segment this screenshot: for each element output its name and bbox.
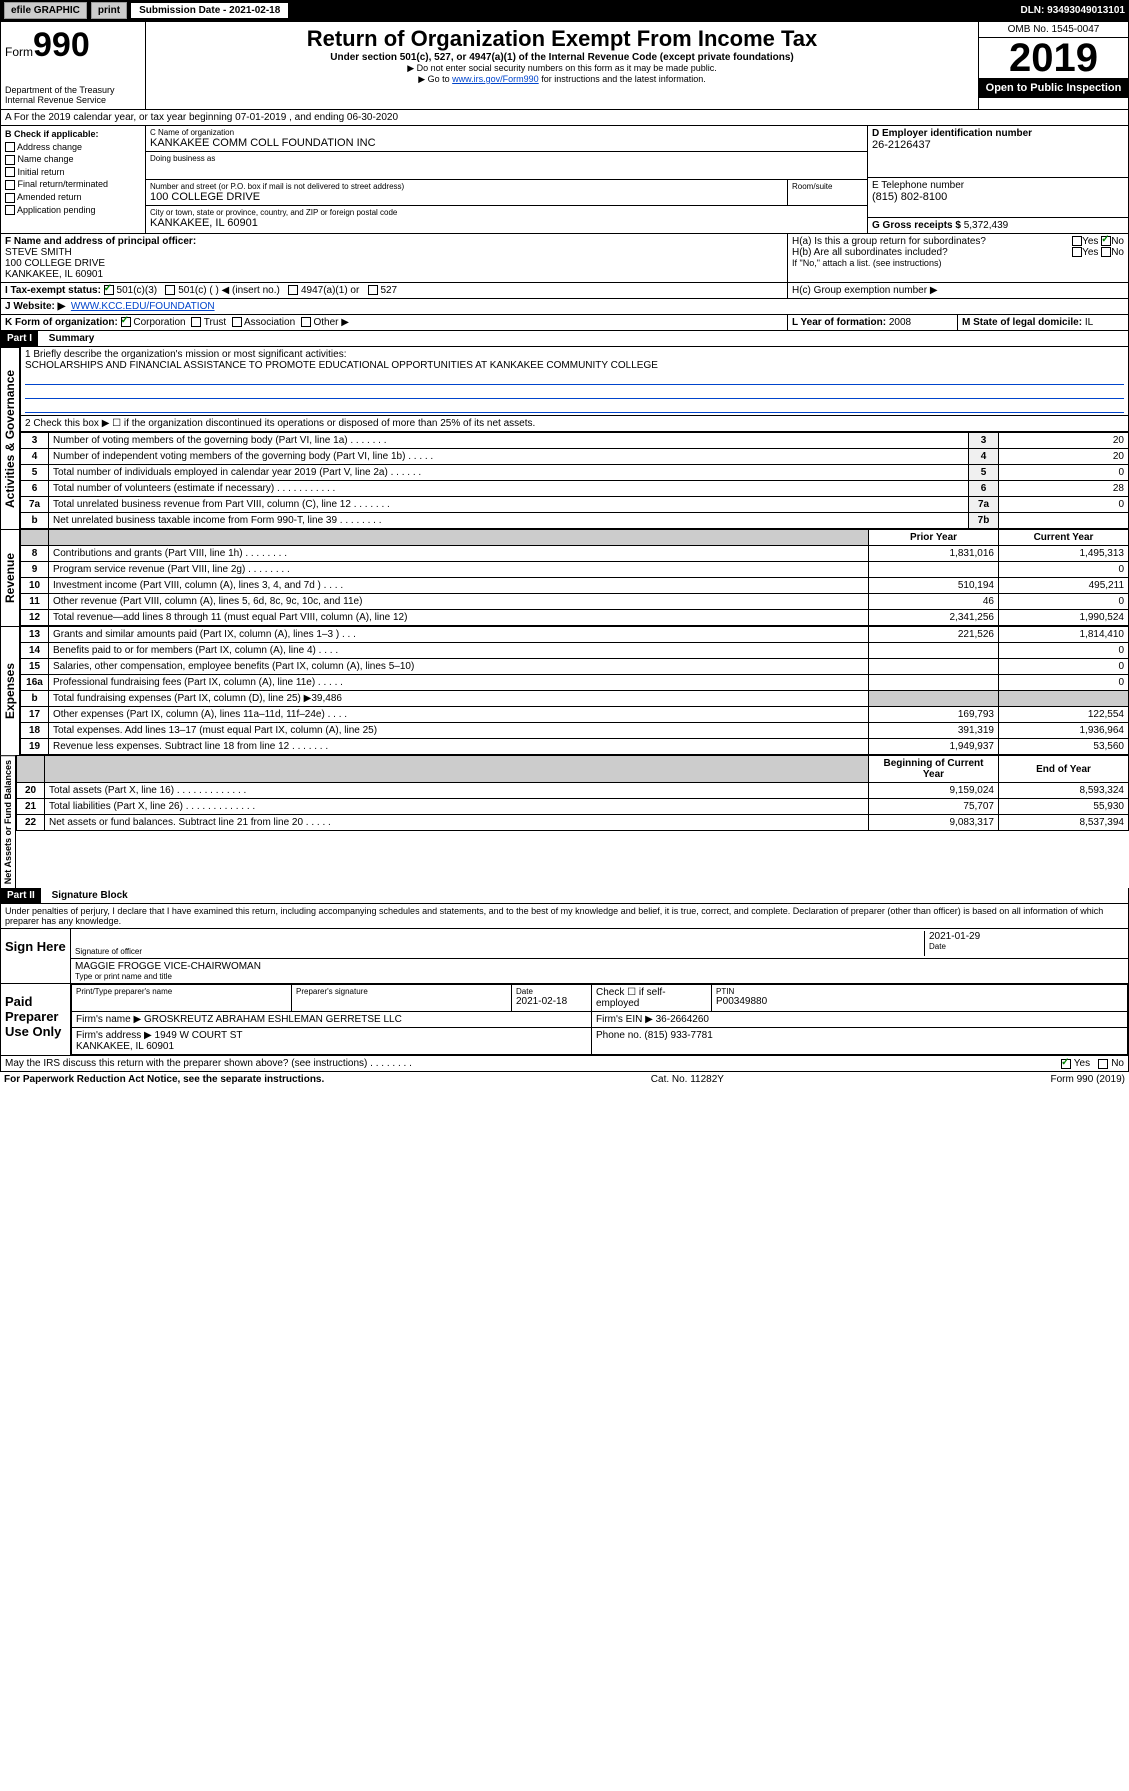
part2-title: Signature Block: [44, 890, 128, 901]
ein-value: 26-2126437: [872, 139, 1124, 151]
city-state-zip: KANKAKEE, IL 60901: [150, 217, 863, 229]
sig-officer-label: Signature of officer: [75, 947, 924, 956]
ein-label: D Employer identification number: [872, 128, 1124, 139]
part1-title: Summary: [41, 333, 95, 344]
ptin-value: P00349880: [716, 996, 1123, 1007]
note-1: ▶ Do not enter social security numbers o…: [150, 63, 974, 74]
line2: 2 Check this box ▶ ☐ if the organization…: [20, 416, 1129, 432]
officer-printed-name: MAGGIE FROGGE VICE-CHAIRWOMAN: [75, 961, 1124, 972]
entity-block: B Check if applicable: Address change Na…: [0, 126, 1129, 234]
efile-btn[interactable]: efile GRAPHIC: [4, 2, 87, 19]
open-inspection: Open to Public Inspection: [979, 78, 1128, 98]
expenses-sidebar: Expenses: [0, 626, 20, 755]
gross-value: 5,372,439: [964, 220, 1009, 231]
checkbox-final-return-terminated[interactable]: Final return/terminated: [5, 178, 141, 191]
officer-name: STEVE SMITH: [5, 247, 783, 258]
tax-exempt-row: I Tax-exempt status: 501(c)(3) 501(c) ( …: [1, 283, 788, 298]
revenue-table: Prior YearCurrent Year8Contributions and…: [20, 529, 1129, 626]
name-title-label: Type or print name and title: [75, 972, 1124, 981]
prep-date: 2021-02-18: [516, 996, 587, 1007]
h-b: H(b) Are all subordinates included? Yes …: [792, 247, 1124, 258]
note-2: ▶ Go to www.irs.gov/Form990 for instruct…: [150, 74, 974, 85]
year-formation: L Year of formation: 2008: [788, 315, 958, 330]
period-row: A For the 2019 calendar year, or tax yea…: [0, 110, 1129, 126]
city-label: City or town, state or province, country…: [150, 208, 863, 217]
line1-value: SCHOLARSHIPS AND FINANCIAL ASSISTANCE TO…: [25, 360, 1124, 371]
phone-label: E Telephone number: [872, 180, 1124, 191]
sign-here-label: Sign Here: [1, 929, 71, 983]
line1-label: 1 Briefly describe the organization's mi…: [25, 349, 1124, 360]
form-subtitle: Under section 501(c), 527, or 4947(a)(1)…: [150, 52, 974, 63]
dba-label: Doing business as: [150, 154, 863, 163]
checkbox-initial-return[interactable]: Initial return: [5, 166, 141, 179]
topbar: efile GRAPHIC print Submission Date - 20…: [0, 0, 1129, 21]
netassets-table: Beginning of Current YearEnd of Year20To…: [16, 755, 1129, 831]
officer-label: F Name and address of principal officer:: [5, 236, 783, 247]
checkbox-address-change[interactable]: Address change: [5, 141, 141, 154]
firm-name: GROSKREUTZ ABRAHAM ESHLEMAN GERRETSE LLC: [144, 1014, 402, 1025]
h-c: H(c) Group exemption number ▶: [788, 283, 1128, 298]
self-employed-check: Check ☐ if self-employed: [592, 985, 712, 1012]
box-b: B Check if applicable: Address change Na…: [1, 126, 146, 233]
part1-header: Part I: [1, 331, 38, 346]
form-title: Return of Organization Exempt From Incom…: [150, 26, 974, 52]
prep-sig-label: Preparer's signature: [296, 987, 507, 996]
sig-date-label: Date: [929, 942, 1124, 951]
discuss-row: May the IRS discuss this return with the…: [0, 1056, 1129, 1072]
dept-label: Department of the Treasury Internal Reve…: [5, 85, 141, 105]
website-row: J Website: ▶ WWW.KCC.EDU/FOUNDATION: [1, 299, 1128, 314]
addr-label: Number and street (or P.O. box if mail i…: [150, 182, 783, 191]
firm-phone: (815) 933-7781: [644, 1030, 712, 1041]
paid-preparer-label: Paid Preparer Use Only: [1, 984, 71, 1055]
street-address: 100 COLLEGE DRIVE: [150, 191, 783, 203]
print-btn[interactable]: print: [91, 2, 127, 19]
perjury-text: Under penalties of perjury, I declare th…: [0, 904, 1129, 929]
governance-table: 3Number of voting members of the governi…: [20, 432, 1129, 529]
form-number: Form990: [5, 26, 141, 65]
h-a: H(a) Is this a group return for subordin…: [792, 236, 1124, 247]
h-b-note: If "No," attach a list. (see instruction…: [792, 258, 1124, 268]
expenses-table: 13Grants and similar amounts paid (Part …: [20, 626, 1129, 755]
prep-name-label: Print/Type preparer's name: [76, 987, 287, 996]
sig-date: 2021-01-29: [929, 931, 1124, 942]
state-domicile: M State of legal domicile: IL: [958, 315, 1128, 330]
revenue-sidebar: Revenue: [0, 529, 20, 626]
form-org-row: K Form of organization: Corporation Trus…: [1, 315, 788, 330]
submission-date: Submission Date - 2021-02-18: [131, 3, 288, 18]
page-footer: For Paperwork Reduction Act Notice, see …: [0, 1072, 1129, 1087]
room-label: Room/suite: [792, 182, 863, 191]
tax-year: 2019: [979, 38, 1128, 78]
checkbox-application-pending[interactable]: Application pending: [5, 204, 141, 217]
officer-addr: 100 COLLEGE DRIVE KANKAKEE, IL 60901: [5, 258, 783, 280]
dln: DLN: 93493049013101: [1020, 5, 1125, 16]
name-label: C Name of organization: [150, 128, 863, 137]
governance-sidebar: Activities & Governance: [0, 347, 20, 529]
netassets-sidebar: Net Assets or Fund Balances: [0, 755, 16, 888]
website-link[interactable]: WWW.KCC.EDU/FOUNDATION: [71, 301, 215, 312]
irs-link[interactable]: www.irs.gov/Form990: [452, 74, 539, 84]
org-name: KANKAKEE COMM COLL FOUNDATION INC: [150, 137, 863, 149]
phone-value: (815) 802-8100: [872, 191, 1124, 203]
form-header: Form990 Department of the Treasury Inter…: [0, 21, 1129, 110]
checkbox-amended-return[interactable]: Amended return: [5, 191, 141, 204]
firm-ein: 36-2664260: [656, 1014, 709, 1025]
checkbox-name-change[interactable]: Name change: [5, 153, 141, 166]
part2-header: Part II: [1, 888, 41, 903]
gross-label: G Gross receipts $: [872, 220, 961, 231]
